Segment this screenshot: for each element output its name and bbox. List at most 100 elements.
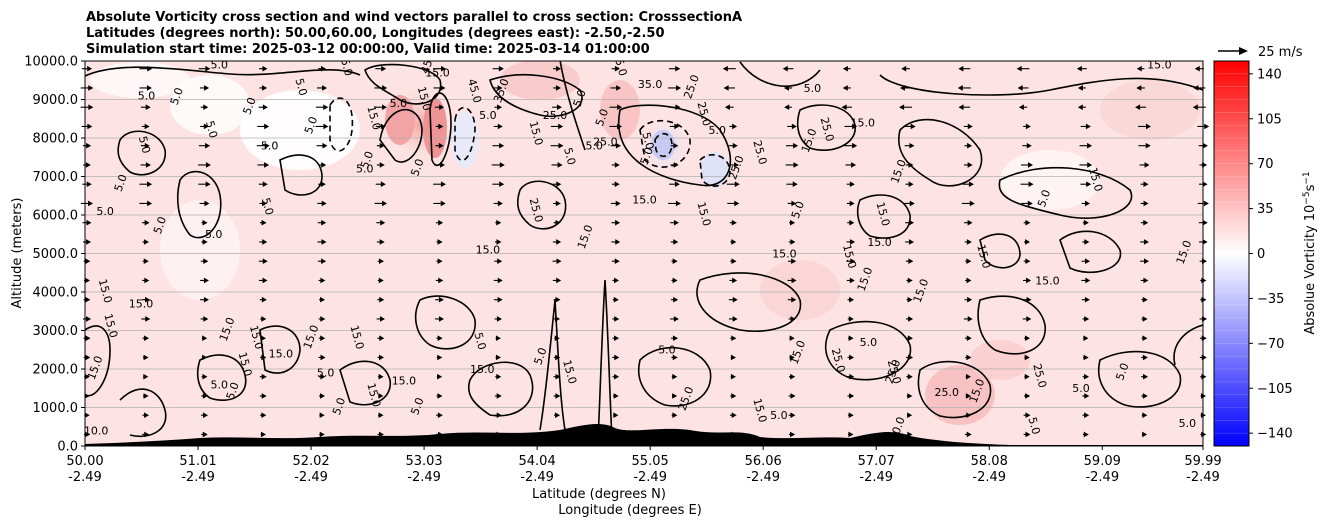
wind-vector-arrowhead	[378, 373, 384, 380]
wind-vector-arrowhead	[1202, 142, 1208, 149]
colorbar-tick-label: −140	[1257, 427, 1293, 442]
wind-vector-arrowhead	[379, 239, 385, 245]
wind-vector-arrowhead	[381, 104, 387, 110]
wind-vector-arrowhead	[672, 412, 678, 418]
x-axis-label-latitude: Latitude (degrees N)	[532, 487, 666, 502]
wind-vector-arrowhead	[262, 239, 268, 245]
quiver-key-label: 25 m/s	[1258, 45, 1303, 60]
x-tick-label-longitude: -2.49	[859, 470, 893, 485]
wind-vector-arrowhead	[675, 65, 681, 72]
wind-vector-arrowhead	[1025, 123, 1031, 130]
wind-vector-arrowhead	[791, 277, 797, 284]
wind-vector-arrowhead	[380, 123, 386, 130]
wind-vector-arrowhead	[262, 65, 268, 72]
contour-label: 5.0	[259, 196, 276, 216]
wind-vector-arrowhead	[202, 373, 208, 380]
wind-vector-arrowhead	[556, 181, 562, 187]
wind-vector-arrowhead	[85, 162, 91, 168]
x-tick-label-longitude: -2.49	[520, 470, 554, 485]
wind-vector-arrowhead	[1084, 393, 1090, 399]
wind-vector-arrowhead	[790, 431, 796, 438]
x-tick-label-longitude: -2.49	[68, 470, 102, 485]
wind-vector-arrowhead	[143, 239, 149, 245]
wind-vector-arrowhead	[381, 65, 387, 72]
wind-vector-arrowhead	[848, 431, 854, 438]
contour-label: 5.0	[96, 205, 114, 218]
wind-vector-arrowhead	[849, 181, 855, 187]
wind-vector-arrowhead	[319, 431, 325, 438]
wind-vector-arrowhead	[497, 123, 503, 130]
wind-vector-arrowhead	[497, 200, 503, 207]
wind-vector-arrowhead	[1087, 142, 1093, 149]
wind-vector-arrowhead	[1026, 277, 1032, 284]
contour-label: 15.0	[632, 193, 657, 206]
x-tick-label-latitude: 55.05	[632, 454, 669, 469]
contour-label: 5.0	[330, 396, 348, 417]
wind-vector-arrowhead	[675, 104, 681, 110]
contour-label: 15.0	[1147, 59, 1172, 72]
wind-vector-arrowhead	[614, 373, 620, 380]
wind-vector-arrowhead	[202, 431, 208, 438]
wind-vector-arrowhead	[849, 277, 855, 284]
x-tick-label-latitude: 56.06	[745, 454, 782, 469]
wind-vector-arrowhead	[143, 354, 149, 361]
wind-vector-arrowhead	[205, 142, 211, 149]
wind-vector-arrowhead	[907, 373, 913, 380]
contour-label: 5.0	[112, 173, 130, 194]
colorbar-gradient	[1214, 61, 1249, 446]
contour-label: 25.0	[1030, 362, 1049, 389]
wind-vector-arrowhead	[734, 162, 740, 168]
wind-vector-arrowhead	[440, 200, 446, 207]
wind-vector-arrowhead	[1142, 393, 1148, 399]
wind-vector-arrowhead	[910, 123, 916, 130]
contour-label: 15.0	[236, 351, 255, 378]
wind-vector-arrowhead	[672, 373, 678, 380]
wind-vector-arrowhead	[731, 412, 737, 418]
wind-vector-arrowhead	[613, 412, 619, 418]
y-tick-label: 6000.0	[33, 209, 79, 224]
wind-vector-arrowhead	[966, 412, 972, 418]
wind-vector-arrowhead	[1202, 219, 1208, 226]
wind-vector-arrowhead	[496, 393, 502, 399]
contour-label: 25.0	[934, 386, 959, 399]
wind-vector-arrowhead	[556, 65, 562, 72]
contour-label: 15.0	[101, 312, 120, 339]
wind-vector-arrowhead	[87, 65, 93, 72]
wind-vector-arrowhead	[1136, 85, 1142, 91]
contour-label: 15.0	[415, 85, 434, 112]
wind-vector-arrowhead	[967, 162, 973, 168]
wind-vector-arrowhead	[1028, 162, 1034, 168]
wind-vector-arrowhead	[438, 316, 444, 322]
wind-vector-arrowhead	[320, 296, 326, 303]
wind-vector-arrowhead	[378, 258, 384, 264]
x-tick-label-latitude: 51.01	[179, 454, 216, 469]
contour-label: 15.0	[527, 120, 546, 147]
wind-vector-arrowhead	[899, 85, 905, 91]
wind-vector-arrowhead	[262, 258, 268, 264]
wind-vector-arrowhead	[1025, 239, 1031, 245]
wind-vector-arrowhead	[145, 104, 151, 110]
wind-vector-arrowhead	[320, 277, 326, 284]
contour-label: 0.0	[890, 415, 908, 436]
wind-vector-arrowhead	[1145, 142, 1151, 149]
wind-vector-arrowhead	[147, 200, 153, 207]
contour-label: 25.0	[527, 197, 546, 224]
terrain	[85, 424, 1203, 446]
wind-vector-arrowhead	[1202, 181, 1208, 187]
contour-label: 15.0	[772, 247, 797, 260]
vorticity-field	[90, 61, 1200, 425]
wind-vector-arrowhead	[555, 200, 561, 207]
wind-vector-arrowhead	[850, 239, 856, 245]
wind-vector-arrowhead	[379, 335, 385, 341]
wind-vector-arrowhead	[320, 354, 326, 361]
wind-vector-arrowhead	[850, 258, 856, 264]
wind-vector-arrowhead	[205, 162, 211, 168]
wind-vector-arrowhead	[262, 104, 268, 110]
wind-vector-arrowhead	[851, 162, 857, 168]
wind-vector-arrowhead	[496, 412, 502, 418]
contour-label: 5.0	[658, 344, 676, 357]
wind-vector-arrowhead	[88, 85, 94, 91]
wind-vector-arrowhead	[555, 316, 561, 322]
wind-vector-arrowhead	[1026, 316, 1032, 322]
wind-vector-arrowhead	[1203, 200, 1209, 207]
